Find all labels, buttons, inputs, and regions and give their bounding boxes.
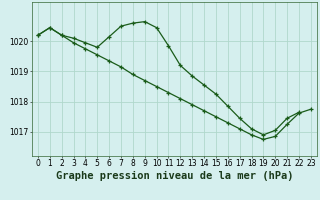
X-axis label: Graphe pression niveau de la mer (hPa): Graphe pression niveau de la mer (hPa)	[56, 171, 293, 181]
